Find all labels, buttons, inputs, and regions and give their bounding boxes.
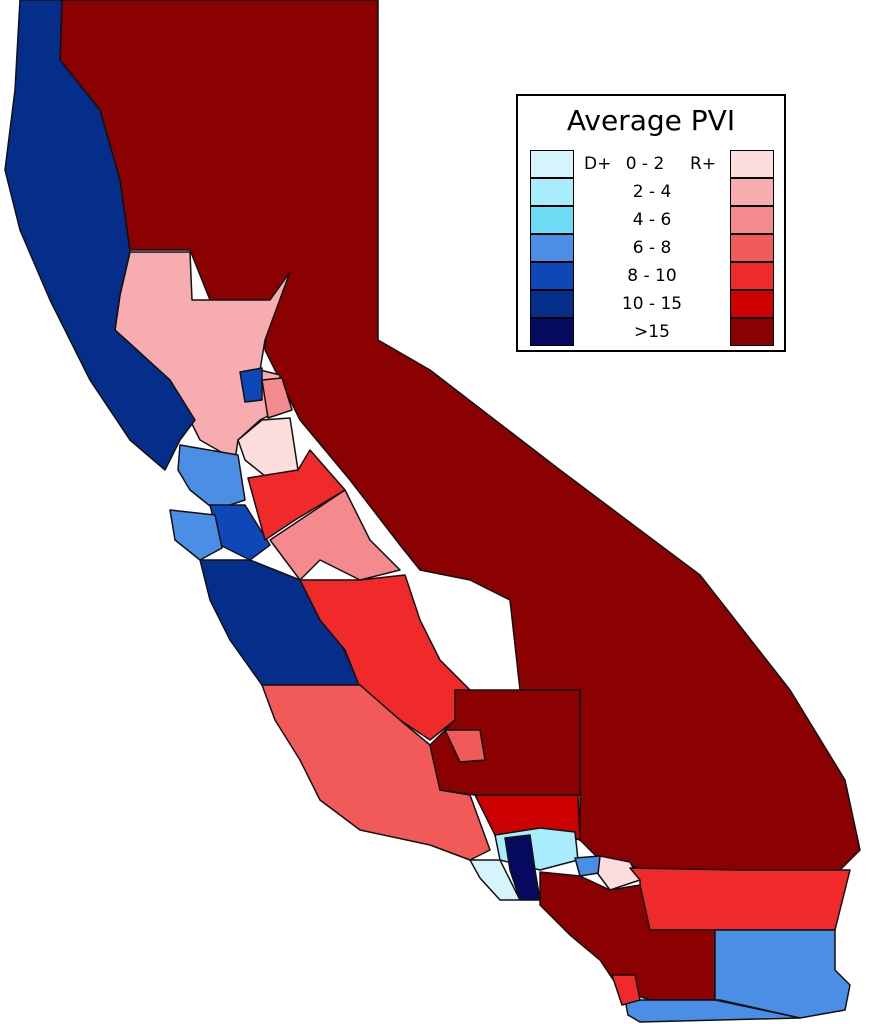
legend-swatch-d4	[530, 262, 574, 290]
legend-swatch-d0	[530, 150, 574, 178]
legend-row-2: 4 - 6	[530, 206, 774, 234]
legend-swatch-r6	[730, 318, 774, 346]
legend-swatch-d5	[530, 290, 574, 318]
region-inland-empire[interactable]	[629, 867, 851, 931]
region-san-diego-north[interactable]	[611, 974, 641, 1006]
legend-left-prefix: D+	[584, 154, 612, 174]
region-modesto[interactable]	[269, 489, 401, 581]
legend: Average PVI D+ 0 - 2 R+ 2 - 4 4 - 6 6 - …	[516, 94, 786, 352]
legend-range-2: 4 - 6	[632, 210, 672, 230]
legend-range-0: 0 - 2	[625, 154, 665, 174]
region-davis[interactable]	[239, 367, 263, 403]
region-sacramento-mid[interactable]	[261, 377, 293, 419]
region-north-coast[interactable]	[4, 0, 196, 471]
legend-row-1: 2 - 4	[530, 178, 774, 206]
legend-title: Average PVI	[566, 104, 736, 137]
region-bay-north[interactable]	[177, 444, 246, 511]
legend-row-3: 6 - 8	[530, 234, 774, 262]
region-bay-peninsula[interactable]	[169, 509, 223, 561]
region-bakersfield[interactable]	[444, 729, 486, 763]
legend-swatch-r2	[730, 206, 774, 234]
legend-swatch-r0	[730, 150, 774, 178]
legend-swatch-d2	[530, 206, 574, 234]
legend-row-4: 8 - 10	[530, 262, 774, 290]
legend-swatch-r3	[730, 234, 774, 262]
region-orange-north[interactable]	[597, 855, 641, 891]
legend-swatch-r5	[730, 290, 774, 318]
region-san-diego-coast[interactable]	[624, 999, 801, 1023]
legend-range-4: 8 - 10	[627, 266, 677, 286]
legend-row-6: >15	[530, 318, 774, 346]
legend-range-6: >15	[634, 322, 670, 342]
legend-swatch-d6	[530, 318, 574, 346]
legend-right-prefix: R+	[690, 154, 717, 174]
legend-row-5: 10 - 15	[530, 290, 774, 318]
legend-swatch-d3	[530, 234, 574, 262]
legend-range-1: 2 - 4	[632, 182, 672, 202]
legend-row-0: D+ 0 - 2 R+	[530, 150, 774, 178]
legend-swatch-r4	[730, 262, 774, 290]
legend-range-3: 6 - 8	[632, 238, 672, 258]
region-southern-central-coast[interactable]	[261, 684, 491, 861]
legend-swatch-d1	[530, 178, 574, 206]
legend-range-5: 10 - 15	[621, 294, 683, 314]
legend-swatch-r1	[730, 178, 774, 206]
